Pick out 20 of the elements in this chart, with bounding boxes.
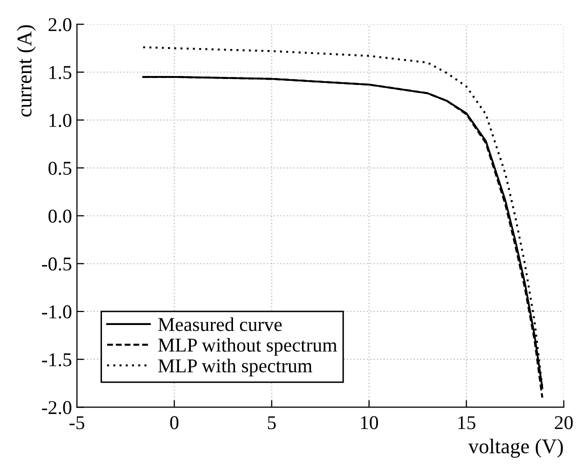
y-tick-label: 1.0 — [50, 114, 72, 128]
x-tick-label: 15 — [458, 416, 476, 430]
legend-label: Measured curve — [158, 317, 282, 332]
legend-label: MLP without spectrum — [158, 338, 338, 356]
y-tick-label: -1.0 — [42, 305, 72, 319]
y-tick-label: 2.0 — [48, 18, 72, 32]
y-tick-label: -2.0 — [42, 401, 72, 414]
y-tick-label: 0.5 — [48, 162, 72, 175]
legend-label: MLP with spectrum — [158, 358, 312, 376]
x-tick-label: -5 — [70, 416, 84, 430]
y-axis-title: current (A) — [16, 25, 36, 117]
x-tick-label: 0 — [170, 416, 178, 430]
y-tick-label: 0.0 — [48, 210, 72, 223]
y-tick-label: -1.5 — [42, 353, 72, 366]
x-tick-label: 10 — [361, 416, 378, 430]
x-tick-label: 5 — [268, 416, 276, 430]
x-tick-label: 20 — [554, 416, 573, 430]
x-axis-title: voltage (V) — [468, 438, 563, 458]
y-tick-label: 1.5 — [50, 66, 72, 80]
y-tick-label: -0.5 — [42, 257, 72, 271]
